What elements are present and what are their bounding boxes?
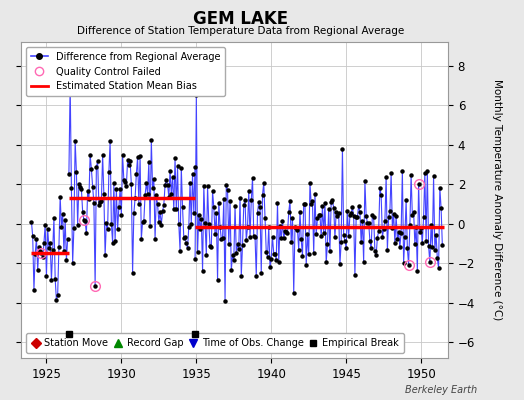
Text: GEM LAKE: GEM LAKE [193, 10, 289, 28]
Text: Berkeley Earth: Berkeley Earth [405, 385, 477, 395]
Text: Difference of Station Temperature Data from Regional Average: Difference of Station Temperature Data f… [78, 26, 405, 36]
Y-axis label: Monthly Temperature Anomaly Difference (°C): Monthly Temperature Anomaly Difference (… [492, 79, 502, 321]
Legend: Station Move, Record Gap, Time of Obs. Change, Empirical Break: Station Move, Record Gap, Time of Obs. C… [26, 334, 404, 353]
